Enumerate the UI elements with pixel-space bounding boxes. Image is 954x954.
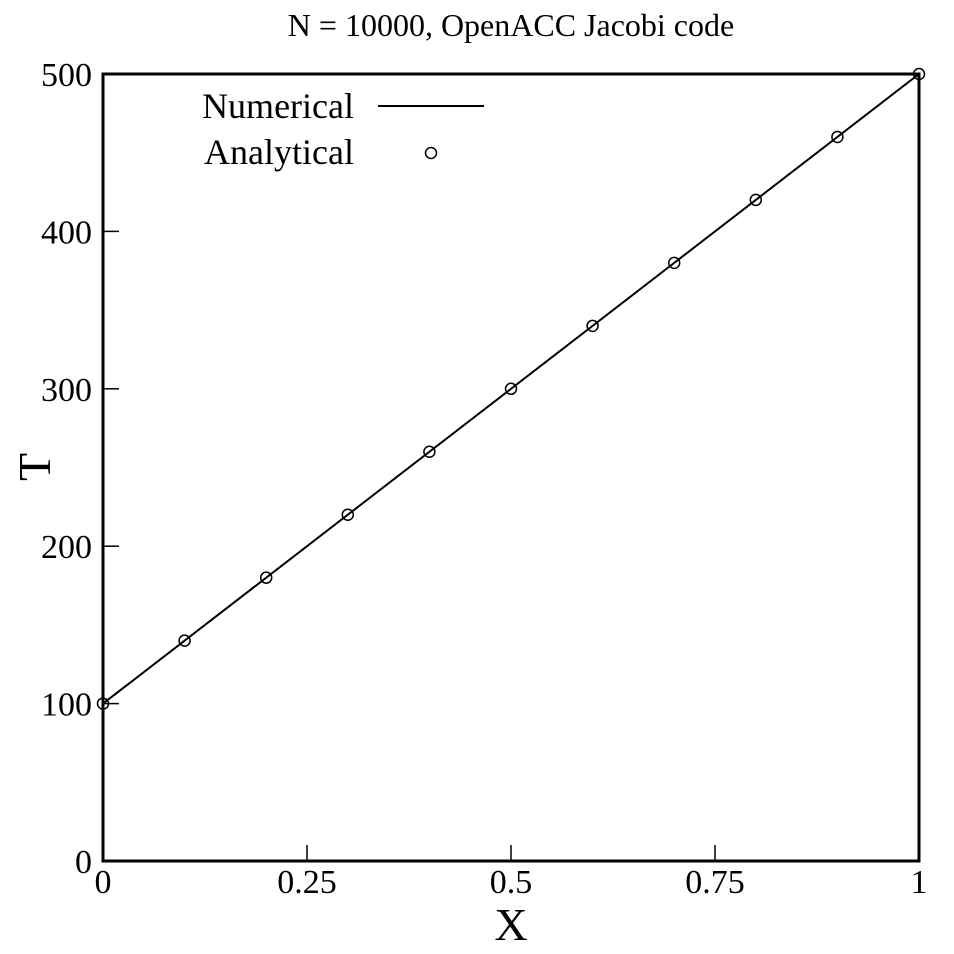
y-tick-label: 200 [41,529,92,566]
analytical-point [667,256,681,270]
axis-ticks [102,73,920,862]
analytical-point [341,508,355,521]
y-axis-label: T [9,453,60,481]
x-tick-label: 0.75 [685,864,745,901]
x-tick-label: 0 [95,864,112,901]
tick-labels: 0 0.25 0.5 0.75 1 0 100 200 300 400 500 [41,57,928,901]
x-tick-label: 0.5 [490,864,533,901]
x-tick-label: 1 [911,864,928,901]
y-tick-label: 400 [41,214,92,251]
chart-title: N = 10000, OpenACC Jacobi code [288,7,734,43]
plot-frame [101,72,921,863]
legend-label-numerical: Numerical [202,86,354,126]
y-tick-label: 0 [75,844,92,881]
numerical-series-line [102,73,920,705]
y-tick-label: 500 [41,57,92,94]
analytical-point [178,634,191,647]
legend: Numerical Analytical [202,86,484,172]
legend-marker-analytical [424,146,438,160]
y-tick-label: 300 [41,372,92,409]
x-tick-label: 0.25 [277,864,337,901]
analytical-point [831,130,844,144]
y-tick-label: 100 [41,687,92,724]
x-axis-label: X [494,899,527,950]
legend-label-analytical: Analytical [204,132,354,172]
analytical-point [749,193,763,207]
analytical-point [259,571,273,584]
analytical-point [504,382,518,396]
analytical-point [423,445,436,459]
analytical-point [586,319,599,333]
